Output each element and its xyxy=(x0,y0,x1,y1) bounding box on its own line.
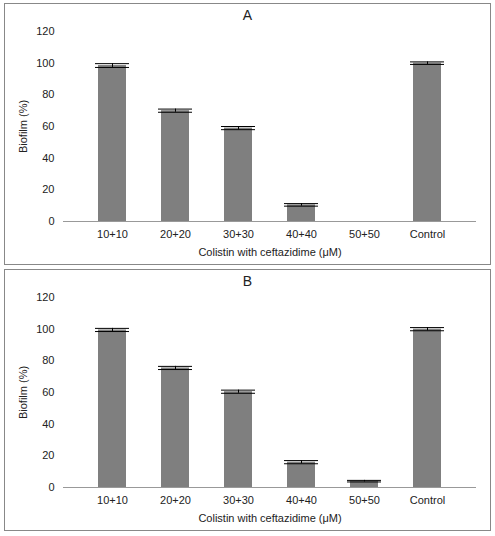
svg-text:120: 120 xyxy=(36,291,54,303)
svg-text:100: 100 xyxy=(36,323,54,335)
html-text:A: A xyxy=(242,7,253,23)
svg-text:40+40: 40+40 xyxy=(286,494,317,506)
svg-text:60: 60 xyxy=(42,120,54,132)
svg-text:30+30: 30+30 xyxy=(223,228,254,240)
svg-text:20: 20 xyxy=(42,449,54,461)
svg-text:Biofilm (%): Biofilm (%) xyxy=(17,100,29,153)
svg-text:30+30: 30+30 xyxy=(223,494,254,506)
svg-text:40: 40 xyxy=(42,418,54,430)
svg-text:120: 120 xyxy=(36,25,54,37)
svg-text:50+50: 50+50 xyxy=(349,494,380,506)
svg-text:Colistin with ceftazidime (μM): Colistin with ceftazidime (μM) xyxy=(198,512,341,524)
svg-text:100: 100 xyxy=(36,57,54,69)
svg-text:20+20: 20+20 xyxy=(160,494,191,506)
svg-text:50+50: 50+50 xyxy=(349,228,380,240)
svg-text:20+20: 20+20 xyxy=(160,228,191,240)
svg-text:Colistin with ceftazidime (μM): Colistin with ceftazidime (μM) xyxy=(198,246,341,258)
svg-text:10+10: 10+10 xyxy=(97,228,128,240)
svg-text:80: 80 xyxy=(42,354,54,366)
svg-text:10+10: 10+10 xyxy=(97,494,128,506)
svg-text:0: 0 xyxy=(48,481,54,493)
svg-text:60: 60 xyxy=(42,386,54,398)
html-text:B: B xyxy=(242,273,253,289)
svg-text:40+40: 40+40 xyxy=(286,228,317,240)
svg-text:40: 40 xyxy=(42,152,54,164)
svg-text:Control: Control xyxy=(410,494,445,506)
svg-text:80: 80 xyxy=(42,88,54,100)
svg-text:Biofilm (%): Biofilm (%) xyxy=(17,366,29,419)
svg-text:Control: Control xyxy=(410,228,445,240)
svg-text:20: 20 xyxy=(42,183,54,195)
svg-text:0: 0 xyxy=(48,215,54,227)
